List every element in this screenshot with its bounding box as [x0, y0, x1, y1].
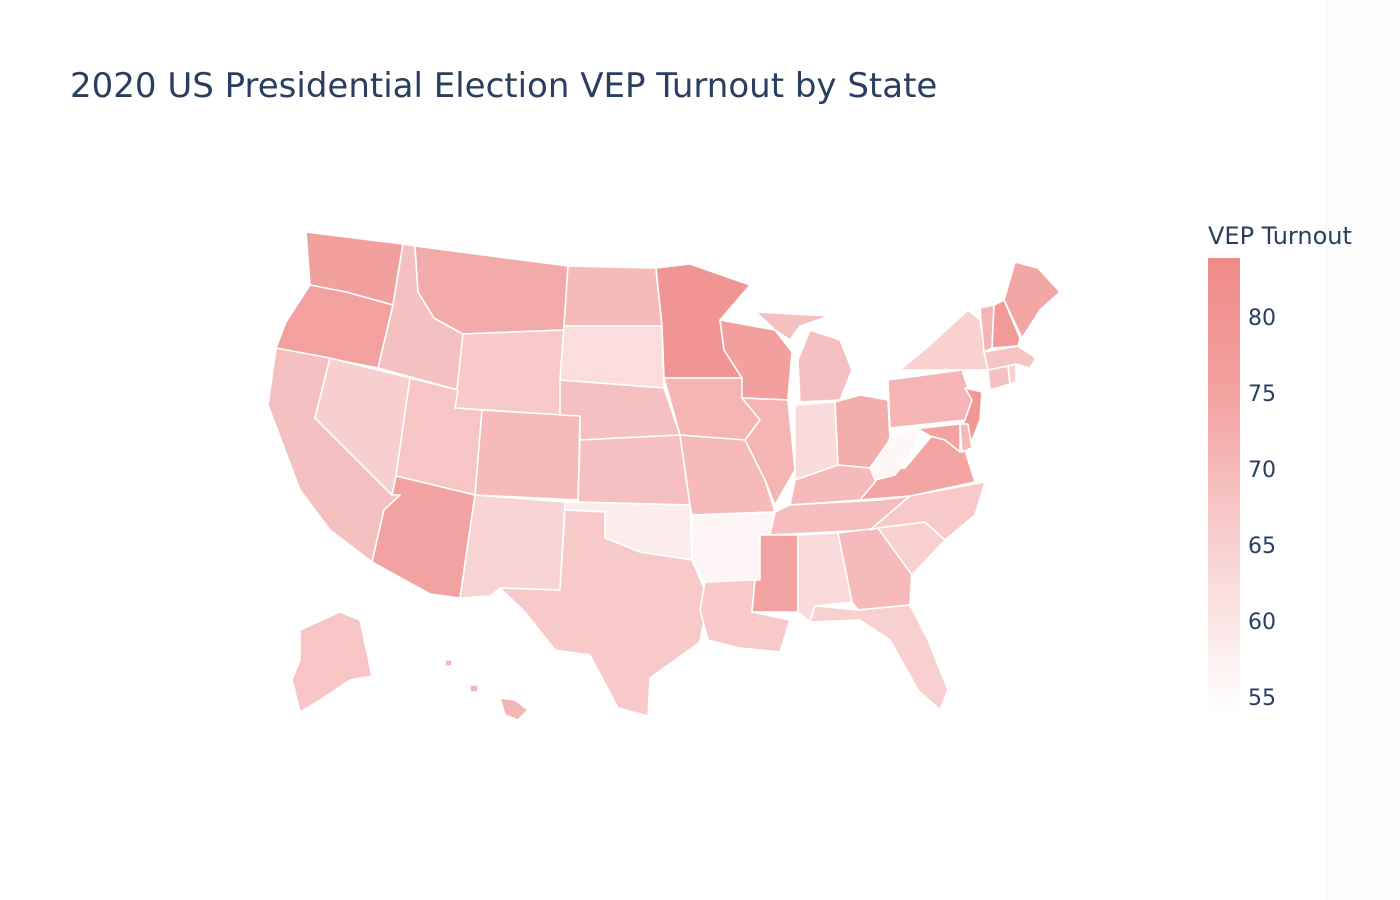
state-KS[interactable]	[577, 434, 691, 506]
colorbar-tick-80: 80	[1248, 305, 1276, 331]
state-PA[interactable]	[887, 369, 973, 429]
state-AK[interactable]	[291, 611, 373, 713]
chart-title: 2020 US Presidential Election VEP Turnou…	[70, 66, 938, 106]
state-MT[interactable]	[414, 245, 569, 335]
state-NH[interactable]	[991, 299, 1021, 349]
state-NY[interactable]	[899, 309, 989, 371]
colorbar-tick-55: 55	[1248, 685, 1276, 711]
state-FL[interactable]	[809, 604, 949, 711]
state-ND[interactable]	[563, 265, 663, 327]
colorbar-tick-70: 70	[1248, 457, 1276, 483]
us-map[interactable]	[0, 0, 1180, 900]
state-NM[interactable]	[459, 494, 566, 599]
colorbar-tick-65: 65	[1248, 533, 1276, 559]
state-WY[interactable]	[454, 329, 565, 416]
colorbar	[1208, 258, 1240, 714]
colorbar-tick-60: 60	[1248, 609, 1276, 635]
state-SD[interactable]	[559, 325, 665, 389]
colorbar-title: VEP Turnout	[1208, 222, 1352, 250]
state-RI[interactable]	[1007, 363, 1017, 385]
state-ME[interactable]	[1003, 261, 1061, 339]
state-IL[interactable]	[741, 397, 796, 506]
state-DE[interactable]	[959, 423, 973, 453]
state-TX[interactable]	[499, 509, 709, 717]
state-MA[interactable]	[983, 345, 1037, 371]
colorbar-tick-75: 75	[1248, 381, 1276, 407]
state-HI[interactable]	[444, 659, 529, 721]
state-WV[interactable]	[869, 429, 921, 481]
scrollbar-strip	[1326, 0, 1400, 900]
state-CO[interactable]	[474, 409, 581, 501]
